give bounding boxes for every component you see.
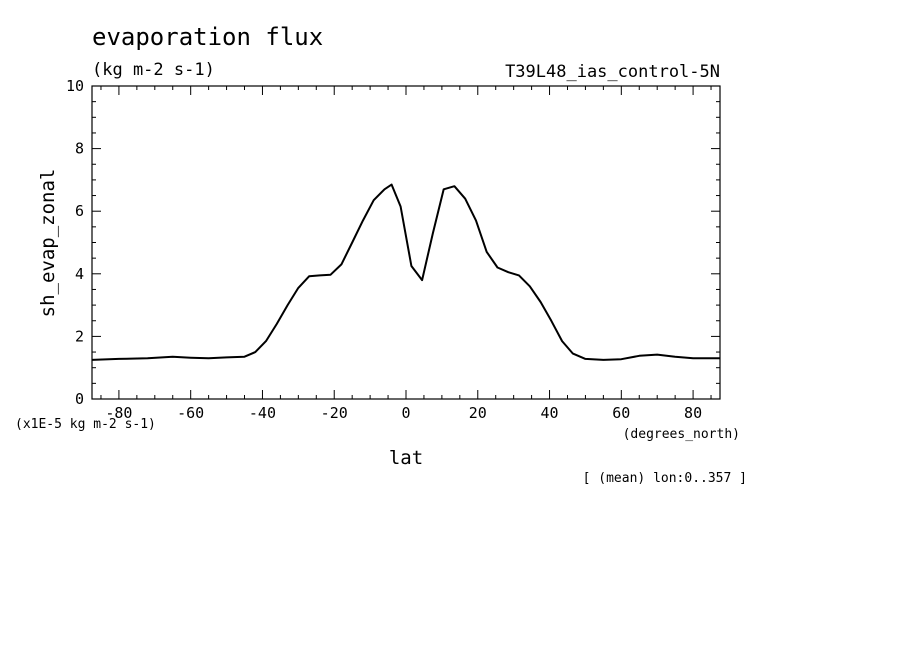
x-tick-label: -40 (249, 404, 276, 422)
x-tick-label: 80 (684, 404, 702, 422)
x-tick-label: -20 (321, 404, 348, 422)
y-tick-label: 2 (75, 327, 84, 345)
chart-subtitle: (kg m-2 s-1) (92, 60, 215, 80)
y-tick-label: 0 (75, 390, 84, 408)
footnote: [ (mean) lon:0..357 ] (583, 471, 747, 486)
y-axis-ticks: 0 2 4 6 8 10 (66, 77, 720, 408)
series-line (91, 183, 720, 361)
y-units-label: (x1E-5 kg m-2 s-1) (15, 417, 156, 432)
x-tick-label: 20 (469, 404, 487, 422)
y-tick-label: 6 (75, 202, 84, 220)
plot-frame (91, 85, 721, 400)
x-axis-label: lat (389, 447, 423, 469)
x-axis-ticks: -80 -60 -40 -20 0 20 40 60 80 (105, 86, 702, 422)
x-units-label: (degrees_north) (623, 427, 740, 442)
x-minor-ticks (100, 86, 712, 399)
y-tick-label: 8 (75, 140, 84, 158)
x-tick-label: 0 (401, 404, 410, 422)
chart-title: evaporation flux (92, 23, 323, 51)
x-tick-label: -80 (105, 404, 132, 422)
x-tick-label: -60 (177, 404, 204, 422)
x-tick-label: 60 (612, 404, 630, 422)
y-tick-label: 10 (66, 77, 84, 95)
y-minor-ticks (92, 101, 720, 384)
x-tick-label: 40 (541, 404, 559, 422)
dataset-label: T39L48_ias_control-5N (505, 62, 720, 82)
y-axis-label: sh_evap_zonal (37, 169, 59, 318)
y-tick-label: 4 (75, 265, 84, 283)
